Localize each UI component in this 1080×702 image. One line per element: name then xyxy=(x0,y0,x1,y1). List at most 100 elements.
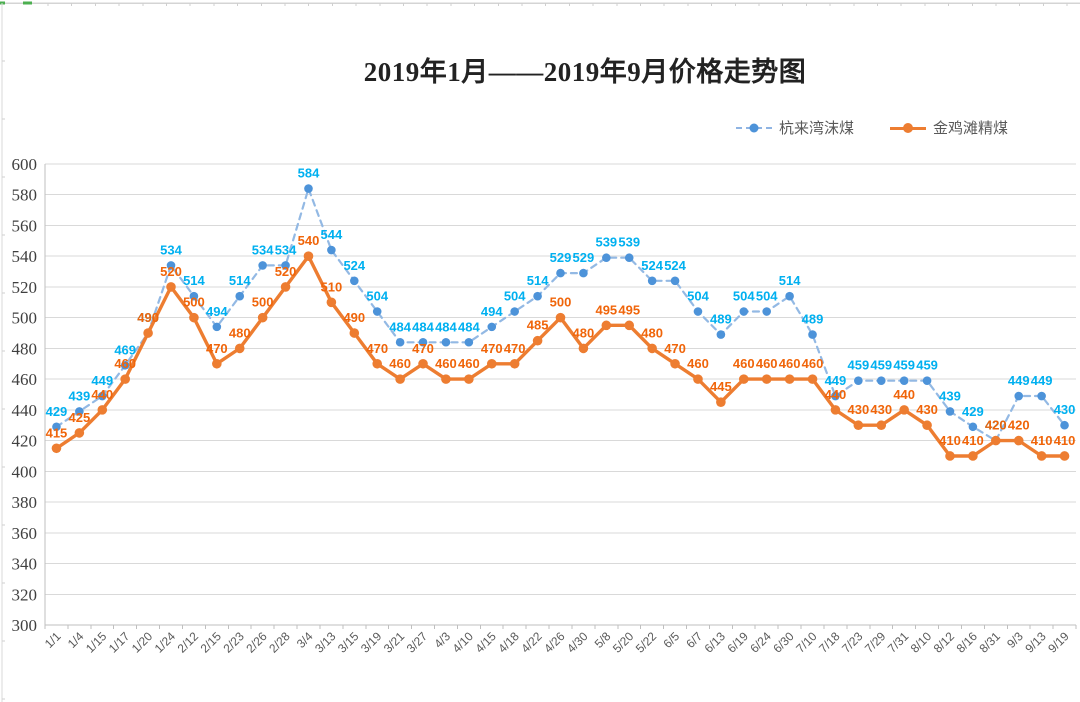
svg-text:460: 460 xyxy=(687,356,709,371)
svg-text:415: 415 xyxy=(46,425,68,440)
svg-text:490: 490 xyxy=(137,310,159,325)
svg-text:500: 500 xyxy=(550,295,572,310)
svg-text:520: 520 xyxy=(12,278,38,297)
svg-text:3/19: 3/19 xyxy=(358,629,385,656)
legend-item-hanglaiwan[interactable]: 杭来湾沫煤 xyxy=(735,117,854,138)
svg-text:494: 494 xyxy=(206,304,228,319)
svg-text:6/13: 6/13 xyxy=(702,629,729,656)
svg-text:520: 520 xyxy=(160,264,182,279)
svg-text:2/12: 2/12 xyxy=(175,629,202,656)
svg-text:459: 459 xyxy=(870,358,892,373)
svg-text:460: 460 xyxy=(733,356,755,371)
svg-text:514: 514 xyxy=(229,273,251,288)
svg-text:8/16: 8/16 xyxy=(954,629,981,656)
svg-text:504: 504 xyxy=(756,289,778,304)
svg-text:439: 439 xyxy=(69,388,91,403)
svg-text:600: 600 xyxy=(12,155,38,174)
svg-text:580: 580 xyxy=(12,186,38,205)
svg-text:469: 469 xyxy=(114,342,136,357)
svg-text:524: 524 xyxy=(343,258,365,273)
svg-text:1/1: 1/1 xyxy=(42,629,64,651)
svg-text:534: 534 xyxy=(252,242,274,257)
svg-text:430: 430 xyxy=(870,402,892,417)
svg-text:4/3: 4/3 xyxy=(431,629,453,651)
svg-text:449: 449 xyxy=(91,373,113,388)
svg-text:480: 480 xyxy=(573,325,595,340)
svg-text:504: 504 xyxy=(504,289,526,304)
svg-text:449: 449 xyxy=(1008,373,1030,388)
svg-text:445: 445 xyxy=(710,379,732,394)
svg-text:340: 340 xyxy=(12,555,38,574)
legend-label: 金鸡滩精煤 xyxy=(932,120,1008,137)
svg-text:459: 459 xyxy=(893,358,915,373)
svg-text:2/15: 2/15 xyxy=(198,629,225,656)
chart-title[interactable]: 2019年1月——2019年9月价格走势图 xyxy=(363,57,807,87)
svg-text:460: 460 xyxy=(114,356,136,371)
chart-legend: 杭来湾沫煤 金鸡滩精煤 xyxy=(735,117,1008,138)
svg-text:7/10: 7/10 xyxy=(793,629,820,656)
svg-text:440: 440 xyxy=(825,387,847,402)
svg-text:460: 460 xyxy=(779,356,801,371)
svg-text:320: 320 xyxy=(12,585,38,604)
svg-text:7/23: 7/23 xyxy=(839,629,866,656)
svg-text:430: 430 xyxy=(847,402,869,417)
svg-text:3/4: 3/4 xyxy=(294,629,316,651)
svg-text:410: 410 xyxy=(962,433,984,448)
svg-text:470: 470 xyxy=(504,341,526,356)
svg-text:2/23: 2/23 xyxy=(220,629,247,656)
svg-text:560: 560 xyxy=(12,216,38,235)
svg-text:6/19: 6/19 xyxy=(724,629,751,656)
svg-text:490: 490 xyxy=(343,310,365,325)
series-jinjitan-jingmei[interactable]: 4154254404604905205004704805005205405104… xyxy=(46,233,1076,461)
svg-text:529: 529 xyxy=(573,250,595,265)
svg-text:460: 460 xyxy=(12,370,38,389)
svg-text:420: 420 xyxy=(1008,418,1030,433)
svg-text:495: 495 xyxy=(618,302,640,317)
svg-text:484: 484 xyxy=(389,319,411,334)
svg-text:504: 504 xyxy=(687,289,709,304)
svg-text:7/29: 7/29 xyxy=(862,629,889,656)
svg-text:4/18: 4/18 xyxy=(495,629,522,656)
svg-text:484: 484 xyxy=(412,319,434,334)
svg-text:380: 380 xyxy=(12,493,38,512)
svg-text:439: 439 xyxy=(939,388,961,403)
svg-text:510: 510 xyxy=(321,279,343,294)
svg-text:1/17: 1/17 xyxy=(106,629,133,656)
svg-text:5/20: 5/20 xyxy=(610,629,637,656)
svg-text:420: 420 xyxy=(12,432,38,451)
svg-text:1/24: 1/24 xyxy=(152,629,179,656)
svg-text:470: 470 xyxy=(206,341,228,356)
svg-text:4/30: 4/30 xyxy=(564,629,591,656)
svg-text:410: 410 xyxy=(1031,433,1053,448)
svg-text:2/26: 2/26 xyxy=(243,629,270,656)
legend-item-jinjitan[interactable]: 金鸡滩精煤 xyxy=(889,117,1008,138)
svg-text:9/19: 9/19 xyxy=(1045,629,1072,656)
svg-text:514: 514 xyxy=(779,273,801,288)
svg-text:539: 539 xyxy=(595,235,617,250)
svg-text:460: 460 xyxy=(389,356,411,371)
svg-text:539: 539 xyxy=(618,235,640,250)
svg-text:514: 514 xyxy=(183,273,205,288)
svg-text:1/20: 1/20 xyxy=(129,629,156,656)
svg-text:430: 430 xyxy=(916,402,938,417)
svg-text:5/8: 5/8 xyxy=(592,629,614,651)
svg-text:3/13: 3/13 xyxy=(312,629,339,656)
svg-text:460: 460 xyxy=(458,356,480,371)
svg-text:425: 425 xyxy=(69,410,91,425)
svg-text:484: 484 xyxy=(458,319,480,334)
svg-text:2/28: 2/28 xyxy=(266,629,293,656)
svg-text:3/21: 3/21 xyxy=(381,629,408,656)
svg-text:1/4: 1/4 xyxy=(65,629,87,651)
svg-text:540: 540 xyxy=(298,233,320,248)
svg-text:529: 529 xyxy=(550,250,572,265)
svg-text:3/27: 3/27 xyxy=(404,629,431,656)
svg-text:4/22: 4/22 xyxy=(518,629,545,656)
svg-text:4/10: 4/10 xyxy=(450,629,477,656)
svg-text:300: 300 xyxy=(12,616,38,635)
svg-text:514: 514 xyxy=(527,273,549,288)
svg-text:410: 410 xyxy=(1054,433,1076,448)
svg-text:429: 429 xyxy=(46,404,68,419)
svg-text:440: 440 xyxy=(91,387,113,402)
